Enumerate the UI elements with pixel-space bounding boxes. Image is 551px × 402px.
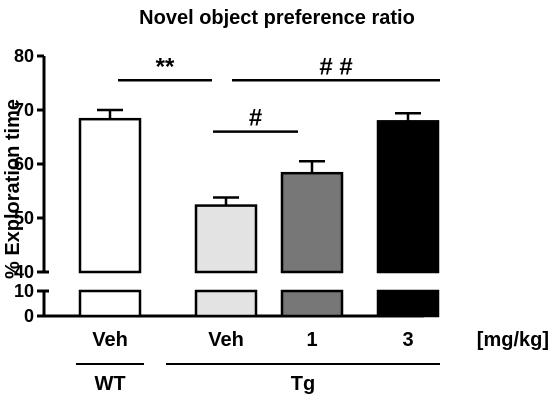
bar bbox=[194, 204, 258, 274]
bar-lower-segment bbox=[194, 289, 258, 318]
y-tick-label: 50 bbox=[14, 208, 34, 228]
y-axis-label: % Exploration time bbox=[2, 99, 24, 279]
y-tick-label: 60 bbox=[14, 154, 34, 174]
bar bbox=[78, 117, 142, 274]
x-tick-label: Veh bbox=[208, 329, 244, 351]
unit-label: [mg/kg] bbox=[477, 329, 549, 351]
group-label: Tg bbox=[291, 373, 315, 395]
bar-lower-segment bbox=[376, 289, 440, 318]
x-tick-label: 1 bbox=[306, 329, 317, 351]
significance-label: ** bbox=[156, 53, 175, 80]
bar-lower-segment bbox=[78, 289, 142, 318]
y-tick-label: 0 bbox=[24, 306, 34, 326]
group-label: WT bbox=[94, 373, 125, 395]
bar bbox=[280, 171, 344, 274]
x-tick-label: Veh bbox=[92, 329, 128, 351]
y-tick-label: 40 bbox=[14, 262, 34, 282]
y-tick-label: 10 bbox=[14, 281, 34, 301]
significance-label: # bbox=[249, 105, 262, 132]
x-tick-label: 3 bbox=[402, 329, 413, 351]
y-tick-label: 80 bbox=[14, 46, 34, 66]
bar-lower-segment bbox=[280, 289, 344, 318]
y-tick-label: 70 bbox=[14, 100, 34, 120]
significance-label: # # bbox=[319, 53, 352, 80]
bar bbox=[376, 120, 440, 274]
chart-title: Novel object preference ratio bbox=[139, 7, 415, 29]
